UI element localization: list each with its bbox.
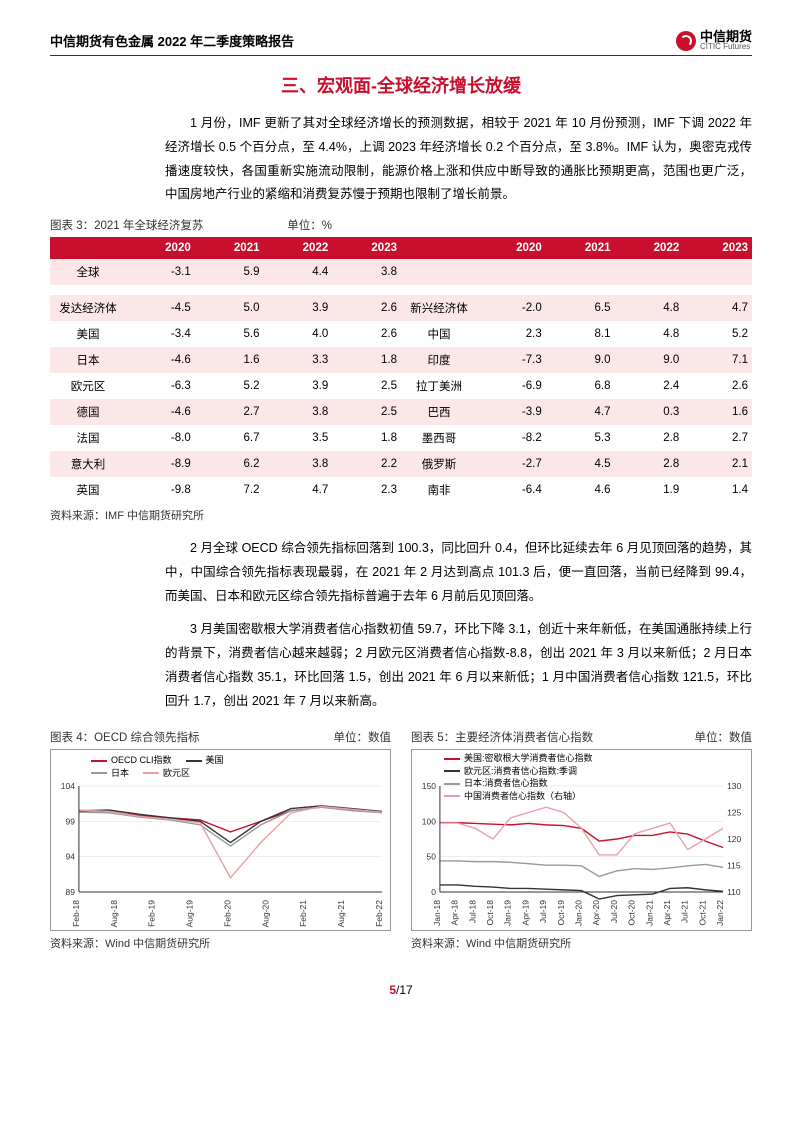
table3-caption: 图表 3：2021 年全球经济复苏 单位：% (50, 217, 752, 233)
section-title: 三、宏观面-全球经济增长放缓 (50, 72, 752, 98)
chart4-caption: 图表 4：OECD 综合领先指标 单位：数值 (50, 729, 391, 745)
table-row: 全球-3.15.94.43.8 (50, 259, 752, 285)
page-number: 5 (389, 983, 396, 997)
svg-text:Aug-20: Aug-20 (260, 900, 270, 928)
svg-text:Feb-19: Feb-19 (147, 900, 157, 927)
svg-text:0: 0 (431, 887, 436, 897)
svg-text:Jan-18: Jan-18 (432, 900, 442, 926)
chart4-caption-unit: 单位：数值 (334, 729, 392, 745)
svg-text:Apr-18: Apr-18 (450, 900, 460, 926)
svg-text:Jan-20: Jan-20 (574, 900, 584, 926)
chart5-caption: 图表 5：主要经济体消费者信心指数 单位：数值 (411, 729, 752, 745)
legend-item: OECD CLI指数 (91, 754, 172, 767)
chart5-caption-left: 图表 5：主要经济体消费者信心指数 (411, 729, 593, 745)
page-total: /17 (396, 983, 413, 997)
svg-text:Jul-19: Jul-19 (538, 900, 548, 923)
chart5-source: 资料来源：Wind 中信期货研究所 (411, 935, 752, 951)
svg-text:Jul-21: Jul-21 (680, 900, 690, 923)
svg-text:Aug-18: Aug-18 (109, 900, 119, 928)
page-footer: 5/17 (50, 983, 752, 997)
svg-text:Jan-19: Jan-19 (503, 900, 513, 926)
table3-caption-unit: 单位：% (287, 217, 332, 233)
svg-text:Apr-20: Apr-20 (591, 900, 601, 926)
svg-text:Apr-21: Apr-21 (662, 900, 672, 926)
svg-text:125: 125 (727, 808, 741, 818)
paragraph-2: 2 月全球 OECD 综合领先指标回落到 100.3，同比回升 0.4，但环比延… (50, 537, 752, 608)
svg-text:Jan-21: Jan-21 (644, 900, 654, 926)
legend-item: 美国:密歇根大学消费者信心指数 (444, 752, 593, 765)
svg-text:Oct-19: Oct-19 (556, 900, 566, 926)
svg-text:115: 115 (727, 861, 741, 871)
table-global-economy: 2020 2021 2022 2023 2020 2021 2022 2023 … (50, 237, 752, 503)
table3-source: 资料来源：IMF 中信期货研究所 (50, 507, 752, 523)
paragraph-1: 1 月份，IMF 更新了其对全球经济增长的预测数据，相较于 2021 年 10 … (50, 112, 752, 207)
svg-text:Feb-22: Feb-22 (374, 900, 384, 927)
svg-text:130: 130 (727, 781, 741, 791)
svg-text:Feb-18: Feb-18 (71, 900, 81, 927)
legend-item: 日本:消费者信心指数 (444, 777, 593, 790)
table-row: 法国-8.06.73.51.8墨西哥-8.25.32.82.7 (50, 425, 752, 451)
svg-text:50: 50 (427, 852, 437, 862)
svg-text:120: 120 (727, 834, 741, 844)
table-row: 发达经济体-4.55.03.92.6新兴经济体-2.06.54.84.7 (50, 295, 752, 321)
table-row: 英国-9.87.24.72.3南非-6.44.61.91.4 (50, 477, 752, 503)
svg-text:Oct-21: Oct-21 (697, 900, 707, 926)
svg-text:99: 99 (66, 817, 76, 827)
paragraph-3: 3 月美国密歇根大学消费者信心指数初值 59.7，环比下降 3.1，创近十来年新… (50, 618, 752, 713)
chart5-legend: 美国:密歇根大学消费者信心指数欧元区:消费者信心指数:季调日本:消费者信心指数中… (444, 752, 593, 802)
svg-text:150: 150 (422, 781, 436, 791)
legend-item: 欧元区 (143, 767, 190, 780)
svg-text:Aug-21: Aug-21 (336, 900, 346, 928)
legend-item: 日本 (91, 767, 129, 780)
legend-item: 美国 (186, 754, 224, 767)
chart4-legend: OECD CLI指数 美国日本 欧元区 (91, 754, 224, 779)
table-row: 美国-3.45.64.02.6中国2.38.14.85.2 (50, 321, 752, 347)
svg-text:104: 104 (61, 781, 75, 791)
legend-item: 欧元区:消费者信心指数:季调 (444, 765, 593, 778)
svg-text:110: 110 (727, 887, 741, 897)
table3-caption-left: 图表 3：2021 年全球经济复苏 (50, 217, 203, 233)
svg-text:Jul-18: Jul-18 (467, 900, 477, 923)
svg-text:Feb-20: Feb-20 (222, 900, 232, 927)
table-row: 日本-4.61.63.31.8印度-7.39.09.07.1 (50, 347, 752, 373)
table-row (50, 285, 752, 295)
svg-text:Aug-19: Aug-19 (185, 900, 195, 928)
chart4-source: 资料来源：Wind 中信期货研究所 (50, 935, 391, 951)
doc-title: 中信期货有色金属 2022 年二季度策略报告 (50, 31, 294, 50)
logo-en: CITIC Futures (700, 43, 752, 51)
svg-text:94: 94 (66, 852, 76, 862)
svg-text:Feb-21: Feb-21 (298, 900, 308, 927)
brand-logo: 中信期货 CITIC Futures (676, 30, 752, 51)
table-row: 德国-4.62.73.82.5巴西-3.94.70.31.6 (50, 399, 752, 425)
svg-text:100: 100 (422, 817, 436, 827)
chart5-caption-unit: 单位：数值 (695, 729, 753, 745)
logo-icon (676, 31, 696, 51)
table-row: 意大利-8.96.23.82.2俄罗斯-2.74.52.82.1 (50, 451, 752, 477)
svg-text:Jul-20: Jul-20 (609, 900, 619, 923)
chart4-caption-left: 图表 4：OECD 综合领先指标 (50, 729, 200, 745)
svg-text:Apr-19: Apr-19 (520, 900, 530, 926)
svg-text:89: 89 (66, 887, 76, 897)
legend-item: 中国消费者信心指数（右轴） (444, 790, 593, 803)
page-header: 中信期货有色金属 2022 年二季度策略报告 中信期货 CITIC Future… (50, 30, 752, 56)
table-row: 欧元区-6.35.23.92.5拉丁美洲-6.96.82.42.6 (50, 373, 752, 399)
svg-text:Jan-22: Jan-22 (715, 900, 725, 926)
svg-text:Oct-18: Oct-18 (485, 900, 495, 926)
chart-consumer-confidence: 0 50 100 150 110 115 120 125 130 Jan-18 Apr-18 Jul-… (411, 749, 752, 931)
svg-text:Oct-20: Oct-20 (627, 900, 637, 926)
chart-oecd-cli: 89 94 99 104 Feb-18 Aug-18 Feb-19 Aug-19 Feb-20 A… (50, 749, 391, 931)
